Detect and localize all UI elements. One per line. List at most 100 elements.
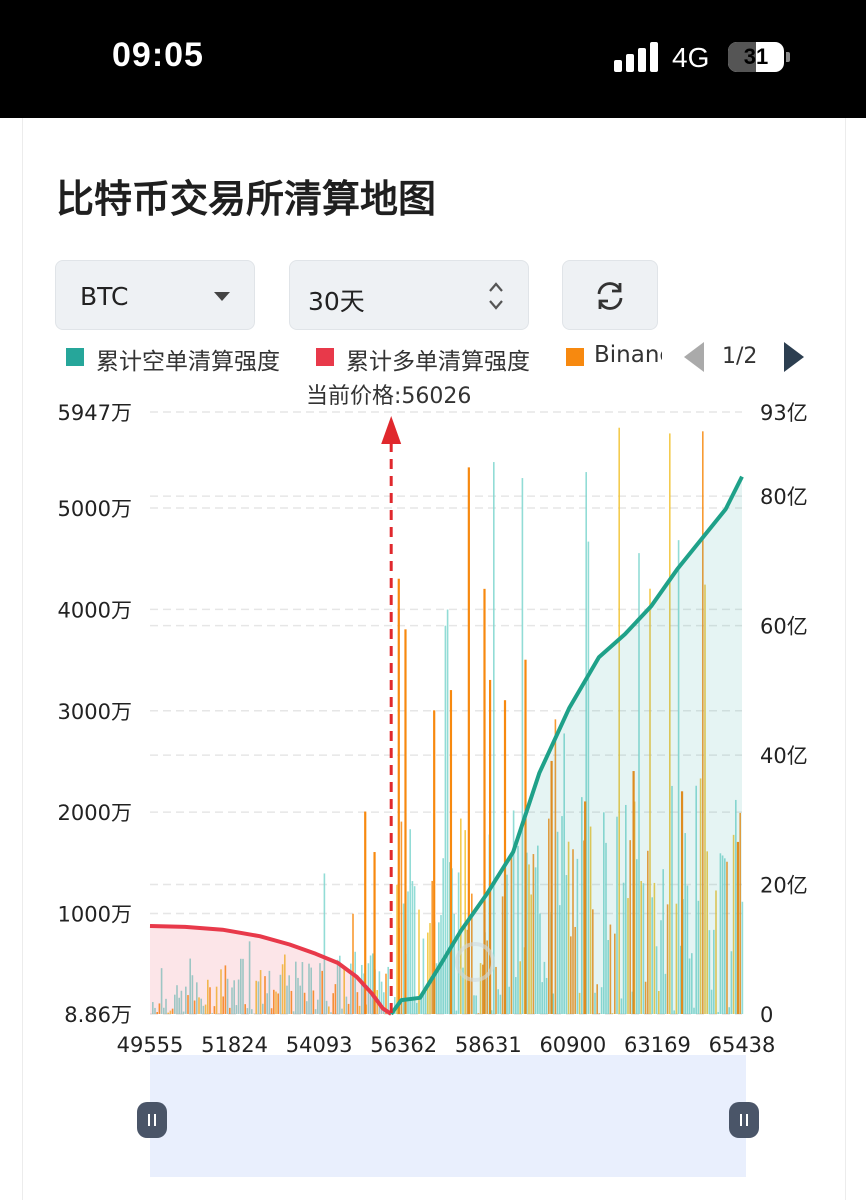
- y-left-tick-label: 5947万: [58, 401, 132, 425]
- liquidation-bar: [664, 973, 667, 1014]
- liquidation-bar: [699, 778, 702, 1014]
- period-select[interactable]: 30天: [289, 260, 529, 330]
- legend-item-short[interactable]: 累计空单清算强度: [66, 340, 296, 375]
- y-axis-left: 8.86万 1000万 2000万 3000万 4000万 5000万 5947万: [58, 401, 132, 1027]
- y-left-tick-label: 5000万: [58, 497, 132, 521]
- liquidation-bar: [479, 963, 482, 1014]
- liquidation-bar: [528, 864, 530, 1014]
- liquidation-bar: [396, 884, 398, 1014]
- status-bar: 09:05 4G 31: [0, 0, 866, 118]
- liquidation-bar: [286, 985, 288, 1014]
- liquidation-bar: [677, 540, 680, 1014]
- liquidation-bar: [607, 940, 609, 1014]
- x-tick-label: 58631: [455, 1033, 522, 1057]
- liquidation-bar: [242, 958, 244, 1014]
- liquidation-bar: [350, 963, 352, 1014]
- liquidation-bar: [530, 894, 532, 1014]
- liquidation-bar: [411, 881, 414, 1014]
- liquidation-bar: [565, 875, 568, 1014]
- period-select-value: 30天: [308, 287, 365, 316]
- liquidation-bar: [413, 886, 416, 1014]
- liquidation-bar: [512, 810, 515, 1014]
- battery-tip: [786, 52, 790, 62]
- liquidation-chart: 8.86万 1000万 2000万 3000万 4000万 5000万 5947万 0 20亿…: [58, 401, 808, 1057]
- liquidation-bar: [609, 924, 612, 1014]
- refresh-button[interactable]: [562, 260, 658, 330]
- liquidation-bar: [457, 872, 460, 1014]
- liquidation-bar: [649, 588, 651, 1014]
- liquidation-bar: [453, 913, 455, 1014]
- binance-bar: [584, 801, 587, 1014]
- chart-grid: [150, 411, 742, 1015]
- liquidation-bar: [594, 992, 596, 1014]
- liquidation-bar: [325, 1000, 328, 1014]
- liquidation-bar: [209, 987, 211, 1014]
- liquidation-bar: [713, 929, 715, 1014]
- legend-item-binance[interactable]: Binance: [566, 340, 662, 374]
- liquidation-bar: [499, 994, 502, 1014]
- liquidation-bar: [317, 999, 319, 1014]
- zoom-handle-left[interactable]: [137, 1102, 167, 1138]
- liquidation-bar: [477, 1013, 480, 1014]
- y-right-tick-label: 40亿: [760, 744, 808, 768]
- liquidation-bar: [616, 816, 618, 1014]
- legend-item-long[interactable]: 累计多单清算强度: [316, 340, 546, 375]
- coin-select[interactable]: BTC: [55, 260, 255, 330]
- y-left-tick-label: 4000万: [58, 598, 132, 622]
- liquidation-bar: [281, 964, 284, 1014]
- liquidation-bar: [532, 854, 535, 1014]
- liquidation-bar: [235, 1005, 238, 1014]
- legend-swatch-long: [316, 348, 334, 366]
- liquidation-bar: [264, 976, 266, 1014]
- status-time: 09:05: [112, 36, 204, 74]
- liquidation-bar: [383, 992, 385, 1014]
- liquidation-bar: [156, 1012, 158, 1014]
- liquidation-bar: [207, 979, 209, 1014]
- liquidation-bar: [495, 966, 497, 1014]
- binance-bar: [397, 578, 400, 1014]
- chevron-down-icon: [214, 292, 230, 301]
- liquidation-bar: [266, 993, 268, 1014]
- x-tick-label: 56362: [370, 1033, 437, 1057]
- liquidation-bar: [704, 584, 706, 1014]
- binance-bar: [524, 659, 527, 1014]
- long-liquidation-line: [149, 924, 393, 1016]
- liquidation-bar: [721, 855, 724, 1014]
- liquidation-bar: [343, 968, 345, 1014]
- liquidation-bar: [418, 909, 420, 1014]
- liquidation-bar: [334, 984, 337, 1014]
- liquidation-bar: [167, 1012, 169, 1014]
- prev-page-icon[interactable]: [684, 342, 706, 372]
- liquidation-bar: [169, 1010, 172, 1014]
- liquidation-bar: [631, 991, 634, 1014]
- zoom-handle-right[interactable]: [729, 1102, 759, 1138]
- liquidation-bar: [462, 967, 464, 1014]
- binance-bar: [632, 771, 635, 1014]
- binance-bar: [373, 852, 376, 1014]
- liquidation-bar: [517, 845, 519, 1014]
- liquidation-bar: [171, 1008, 174, 1014]
- liquidation-bar: [618, 427, 620, 1014]
- liquidation-bar: [506, 874, 508, 1014]
- liquidation-bar: [200, 998, 202, 1014]
- liquidation-bar: [372, 953, 374, 1014]
- liquidation-bar: [363, 973, 365, 1014]
- liquidation-bar: [534, 867, 537, 1014]
- liquidation-bar: [655, 946, 658, 1014]
- x-tick-label: 51824: [201, 1033, 268, 1057]
- y-right-tick-label: 93亿: [760, 401, 808, 425]
- liquidation-bar: [229, 1007, 231, 1014]
- liquidation-bar: [361, 964, 363, 1014]
- liquidation-bar: [292, 1011, 295, 1014]
- zoom-slider[interactable]: [150, 1055, 746, 1177]
- liquidation-bar: [471, 893, 473, 1014]
- y-axis-right: 0 20亿 40亿 60亿 80亿 93亿: [760, 401, 808, 1027]
- current-price-label: 当前价格:56026: [306, 384, 472, 409]
- liquidation-bar: [198, 997, 200, 1014]
- next-page-icon[interactable]: [782, 342, 804, 372]
- liquidation-bars: [152, 427, 744, 1015]
- liquidation-bar: [262, 1003, 264, 1014]
- liquidation-bar: [739, 812, 741, 1014]
- liquidation-bar: [589, 826, 592, 1014]
- liquidation-bar: [160, 968, 163, 1014]
